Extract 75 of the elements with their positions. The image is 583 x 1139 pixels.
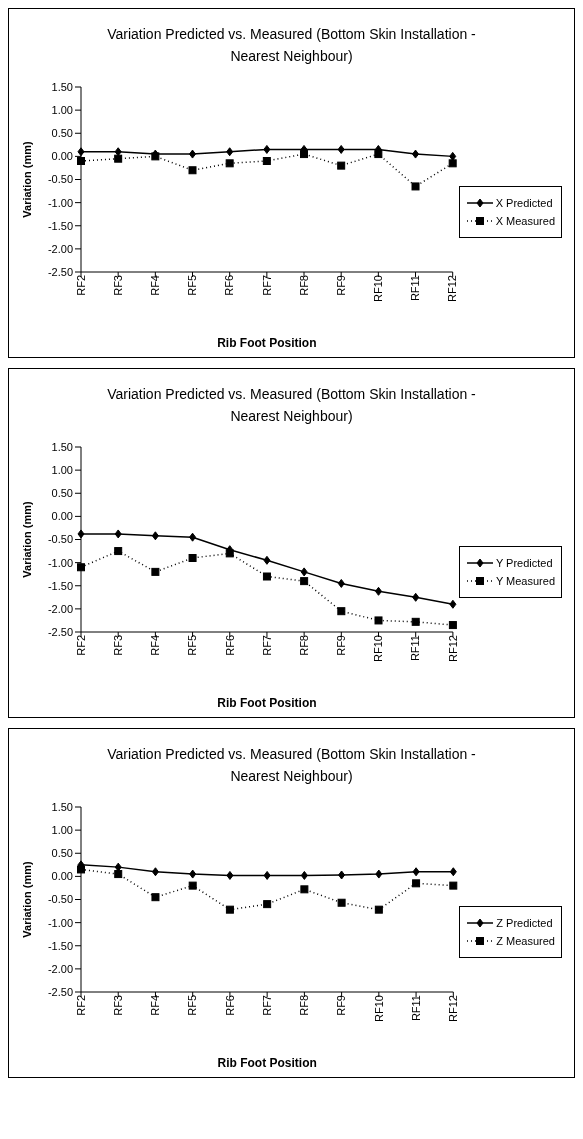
x-axis-title: Rib Foot Position [217,336,317,350]
x-tick-label: RF2 [74,995,87,1016]
y-tick-label: 1.00 [51,104,73,117]
x-tick-label: RF6 [223,995,236,1016]
y-tick-label: -1.50 [47,939,73,952]
y-tick-label: -1.50 [47,219,73,232]
x-tick-label: RF2 [74,635,87,656]
x-axis-title: Rib Foot Position [217,1056,317,1070]
x-tick-label: RF11 [409,995,422,1022]
y-tick-label: 1.00 [51,464,73,477]
x-tick-label: RF3 [112,635,124,656]
x-tick-label: RF8 [298,995,311,1016]
y-tick-label: 0.50 [51,487,73,500]
x-tick-label: RF7 [260,275,273,296]
chart-title: Variation Predicted vs. Measured (Bottom Skin Installation - Nearest Neighbour) [106,385,477,426]
legend-label: Z Measured [496,935,555,947]
x-tick-label: RF3 [111,275,124,296]
y-tick-label: -1.50 [47,579,73,592]
x-tick-label: RF6 [223,275,236,296]
x-tick-label: RF4 [149,275,162,296]
y-tick-label: -2.00 [47,242,73,255]
x-tick-label: RF9 [335,635,348,656]
x-tick-label: RF8 [297,635,310,656]
x-tick-label: RF10 [372,995,385,1022]
y-tick-label: 0.00 [51,150,73,163]
y-tick-label: -0.50 [47,893,73,906]
y-tick-label: -2.50 [47,985,73,998]
chart-title: Variation Predicted vs. Measured (Bottom Skin Installation - Nearest Neighbour) [106,745,477,786]
x-tick-label: RF11 [409,275,422,302]
y-axis-title: Variation (mm) [20,860,33,938]
x-tick-label: RF9 [334,275,347,296]
y-tick-label: 1.50 [51,440,73,453]
y-tick-label: 0.00 [51,510,73,523]
legend-label: X Predicted [495,197,553,209]
y-tick-label: 0.50 [51,847,73,860]
x-tick-label: RF5 [186,635,199,656]
legend-label: Y Predicted [495,557,553,569]
y-tick-label: 0.50 [51,127,73,140]
x-tick-label: RF2 [74,275,87,296]
x-tick-label: RF10 [372,275,385,302]
legend-label: Z Predicted [496,917,553,929]
y-tick-label: -0.50 [47,533,73,546]
x-tick-label: RF7 [260,635,273,656]
x-tick-label: RF6 [223,635,236,656]
x-tick-label: RF11 [409,635,422,662]
x-tick-label: RF12 [447,995,460,1022]
x-axis-title: Rib Foot Position [217,696,317,710]
y-tick-label: 1.50 [51,800,73,813]
x-tick-label: RF4 [149,995,162,1016]
y-tick-label: -1.00 [47,196,73,209]
y-axis-title: Variation (mm) [20,140,33,218]
x-tick-label: RF7 [260,995,273,1016]
y-tick-label: 1.00 [51,824,73,837]
x-tick-label: RF4 [149,635,162,656]
y-tick-label: 0.00 [51,870,73,883]
chart-title: Variation Predicted vs. Measured (Bottom Skin Installation - Nearest Neighbour) [106,25,477,66]
y-tick-label: -2.50 [47,265,73,278]
y-tick-label: -2.00 [47,602,73,615]
x-tick-label: RF10 [372,635,385,662]
x-tick-label: RF9 [335,995,348,1016]
x-tick-label: RF12 [446,635,459,662]
y-tick-label: -1.00 [47,556,73,569]
y-tick-label: -2.00 [47,962,73,975]
y-axis-title: Variation (mm) [20,500,33,578]
x-tick-label: RF5 [186,275,199,296]
y-tick-label: -1.00 [47,916,73,929]
legend-label: Y Measured [495,575,555,587]
x-tick-label: RF12 [446,275,459,302]
x-tick-label: RF8 [297,275,310,296]
y-tick-label: -2.50 [47,625,73,638]
x-tick-label: RF5 [186,995,199,1016]
x-tick-label: RF3 [112,995,125,1016]
legend-label: X Measured [495,215,555,227]
y-tick-label: -0.50 [47,173,73,186]
y-tick-label: 1.50 [51,80,73,93]
